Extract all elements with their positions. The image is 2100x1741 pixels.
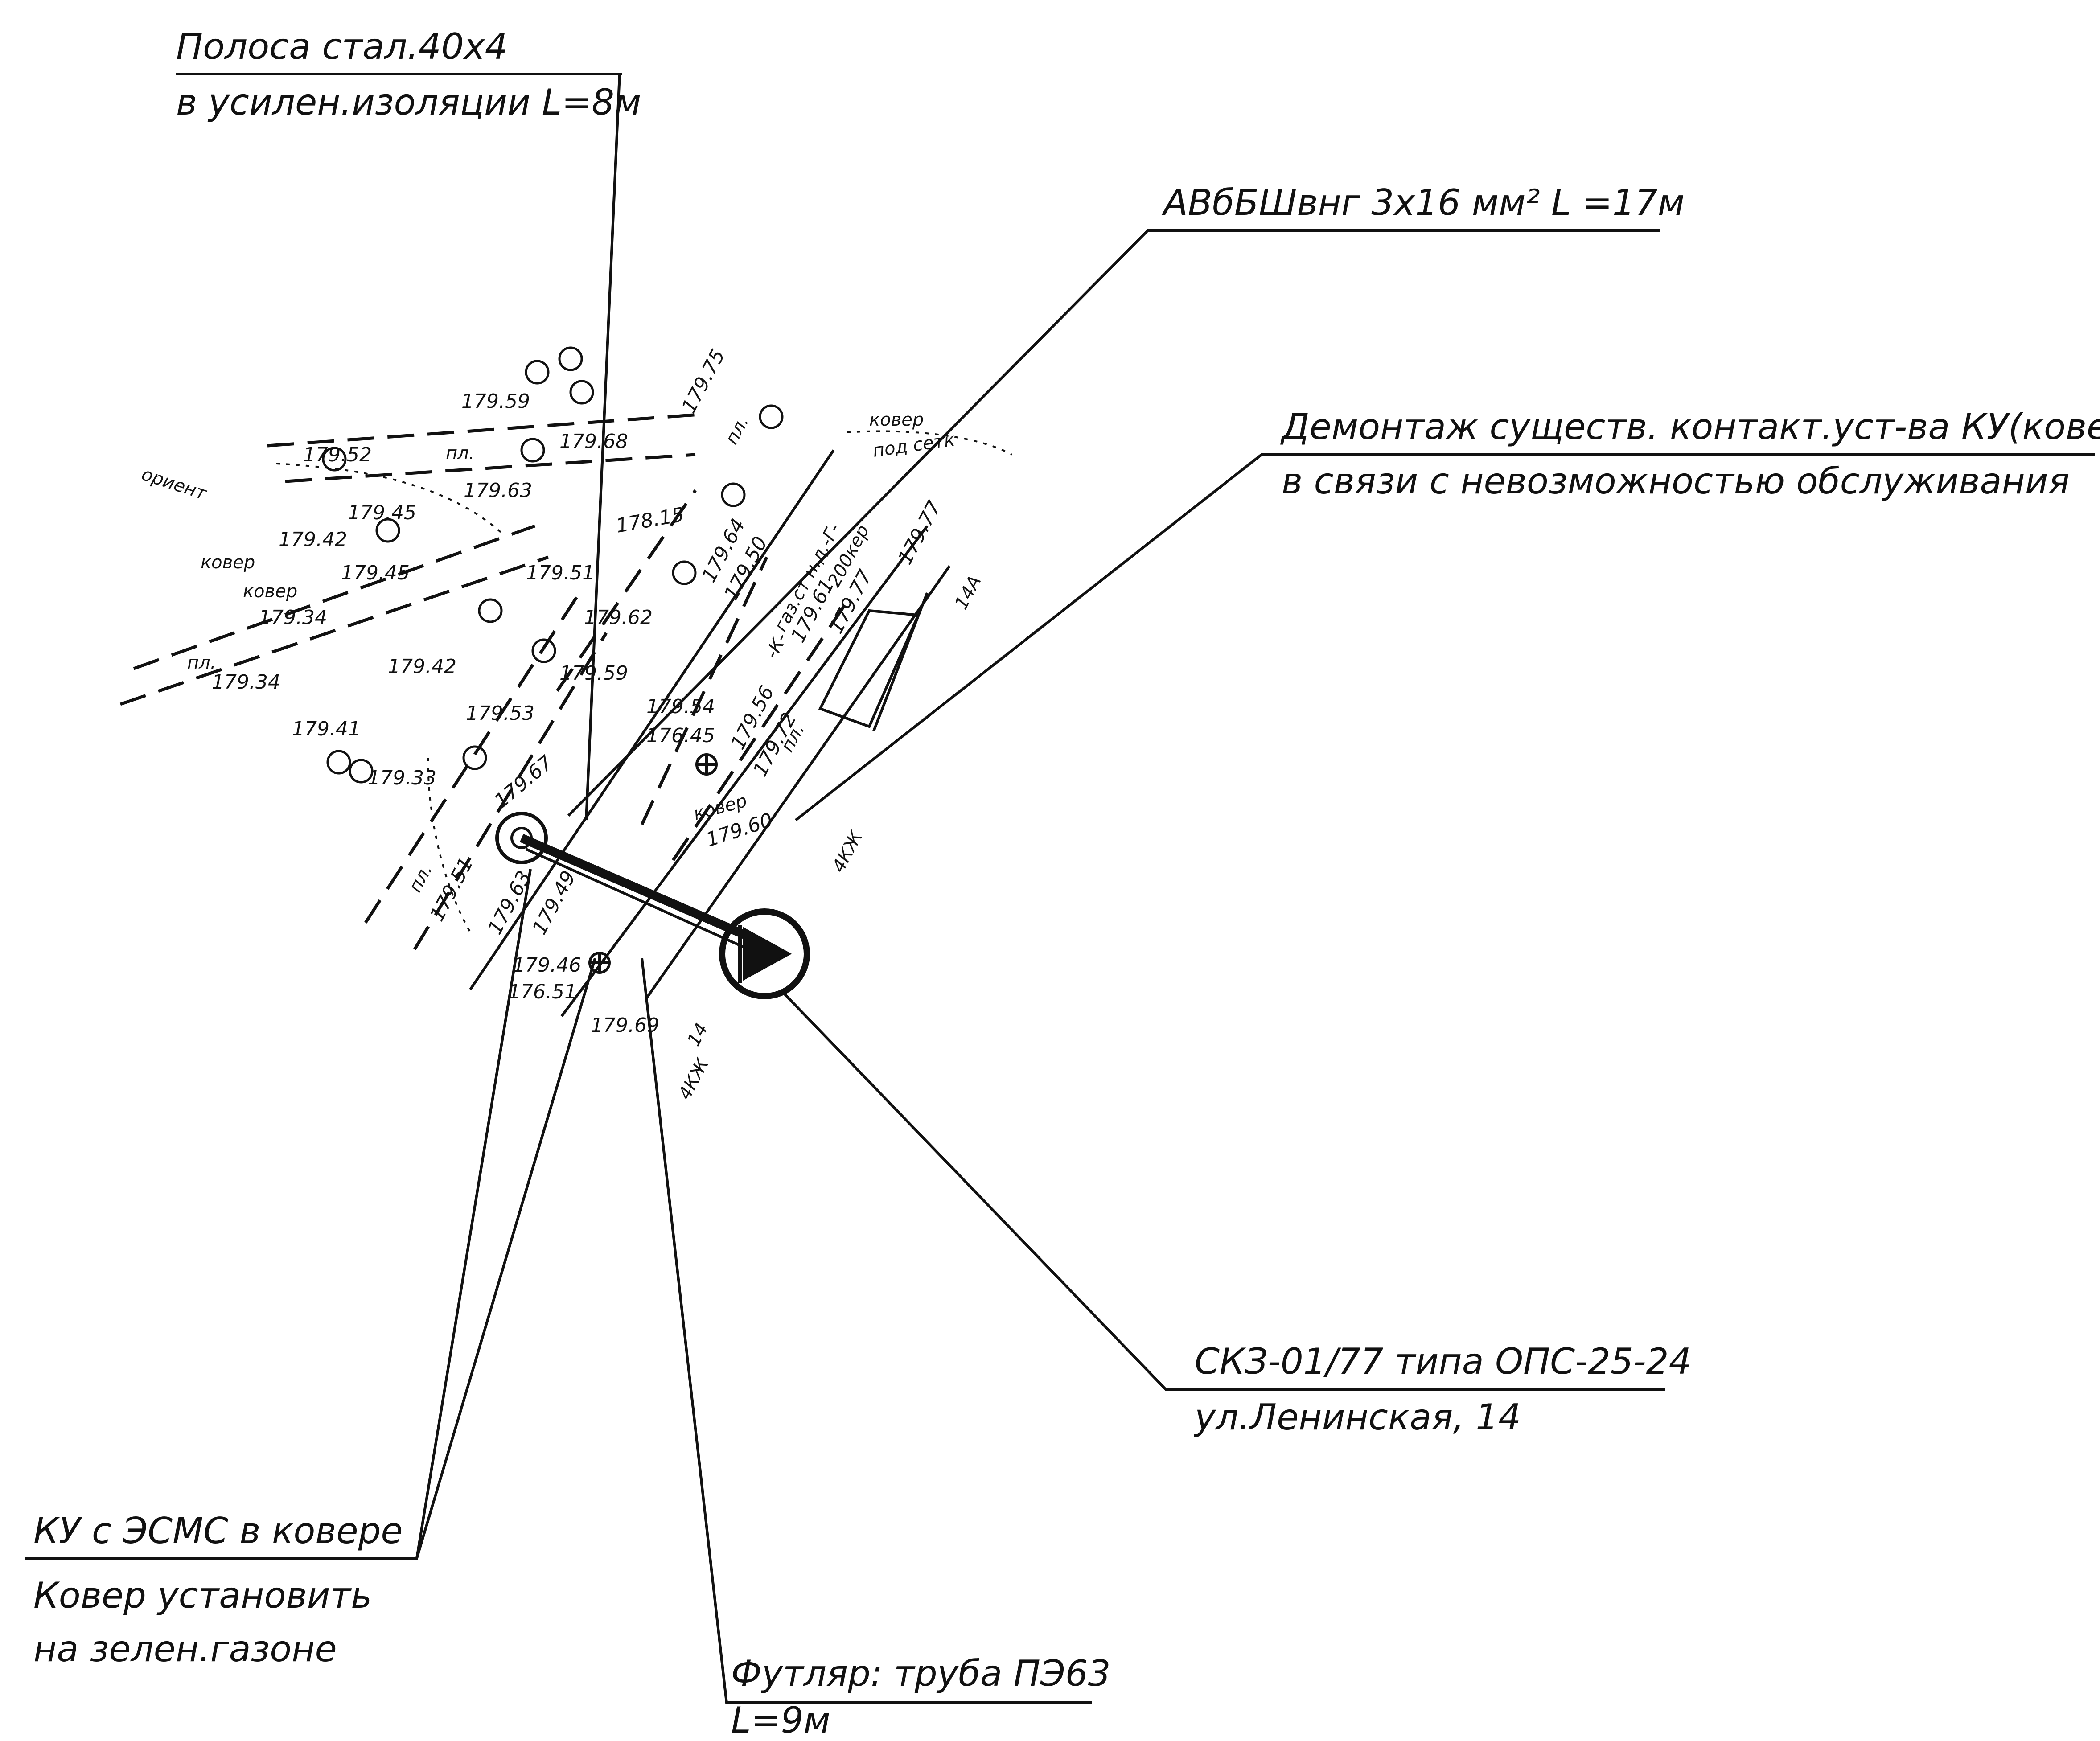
ku-annotation-line-3: на зелен.газоне (33, 1628, 337, 1670)
road-line-6 (413, 632, 608, 950)
road-line-3 (133, 524, 536, 670)
elev-27: 179.77 (894, 497, 946, 568)
tree-11 (326, 750, 351, 775)
label-pl-c: пл. (721, 413, 753, 448)
label-pl-e: пл. (405, 861, 436, 895)
utility-line-2 (560, 525, 929, 1017)
elev-14: 179.41 (292, 718, 361, 740)
label-pl-b: пл. (187, 653, 216, 673)
strip-annotation-line-2: в усилен.изоляции L=8м (176, 82, 641, 123)
elev-17: 179.75 (678, 345, 730, 417)
road-line-1 (267, 413, 700, 448)
elev-3: 179.68 (559, 430, 628, 453)
pipe-main (520, 834, 760, 945)
ku-leader-a (25, 869, 532, 1560)
elev-1: 179.59 (461, 390, 530, 413)
label-pod-setk: под сетк (871, 430, 956, 461)
elev-23: 179.54 (646, 695, 715, 718)
tree-6 (721, 482, 746, 507)
tree-13 (462, 745, 487, 770)
road-line-5 (364, 592, 581, 924)
elev-4: 179.63 (464, 479, 532, 502)
elev-29: 179.67 (490, 751, 557, 813)
station-annotation-line-2: ул.Ленинская, 14 (1195, 1396, 1521, 1438)
tree-2 (558, 346, 583, 371)
station-annotation-line-1: СКЗ-01/77 типа ОПС-25-24 (1195, 1341, 1692, 1382)
label-4kzh-b: 4КЖ (674, 1055, 713, 1103)
cable-annotation: АВбБШвнг 3х16 мм² L =17м (1163, 182, 1685, 223)
label-kover-c: ковер (869, 410, 924, 430)
boundary-3 (427, 757, 473, 937)
elev-2: 179.52 (303, 443, 372, 466)
tree-5 (759, 404, 784, 429)
elev-33: 179.46 (513, 954, 581, 977)
tree-14 (322, 447, 347, 472)
elev-5: 179.45 (348, 501, 416, 524)
elev-6: 179.42 (279, 528, 347, 551)
ku-annotation-line-1: КУ с ЭСМС в ковере (33, 1510, 403, 1552)
tree-1 (525, 360, 550, 385)
dismantle-annotation-line-2: в связи с невозможностью обслуживания (1282, 460, 2070, 502)
road-line-4 (119, 555, 549, 706)
elev-32: 179.51 (426, 854, 478, 925)
pipe-edge (525, 848, 750, 951)
ku-leader-b (415, 958, 596, 1559)
station-leader (783, 993, 1665, 1391)
label-orient: ориент (139, 464, 210, 505)
case-annotation-line-2: L=9м (731, 1700, 830, 1741)
tree-9 (478, 598, 503, 623)
elev-10: 179.51 (526, 562, 595, 584)
road-line-7 (556, 489, 697, 692)
elev-12: 179.42 (388, 655, 456, 678)
elev-11: 179.62 (584, 606, 653, 629)
elev-18: 178.15 (614, 503, 686, 538)
label-14: 14 (683, 1020, 712, 1050)
road-line-2 (285, 453, 696, 483)
elev-31: 179.49 (528, 867, 580, 938)
elev-16: 179.33 (368, 767, 436, 789)
tree-8 (375, 518, 400, 543)
station-circle (719, 908, 810, 999)
case-annotation-line-1: Футляр: труба ПЭ63 (731, 1653, 1111, 1694)
label-kover-b: ковер (243, 581, 297, 602)
label-14a: 14А (951, 572, 985, 613)
tree-4 (520, 438, 545, 463)
label-pl-a: пл. (446, 443, 474, 464)
elev-8: 179.34 (259, 606, 327, 629)
tree-3 (569, 380, 594, 405)
ku-annotation-line-2: Ковер установить (33, 1575, 372, 1616)
ku-circle-outer (495, 812, 548, 864)
road-line-8 (640, 556, 768, 825)
label-4kzh-a: 4КЖ (828, 827, 867, 876)
dismantle-annotation-line-1: Демонтаж существ. контакт.уст-ва КУ(кове… (1282, 406, 2100, 448)
tree-7 (672, 560, 697, 585)
label-kover-a: ковер (201, 552, 255, 573)
strip-annotation-line-1: Полоса стал.40х4 (176, 26, 508, 67)
elev-9: 179.34 (212, 671, 280, 694)
road-line-9 (672, 601, 848, 861)
building-outline (818, 609, 921, 728)
elev-15: 179.53 (466, 702, 534, 725)
ku-circle-inner (510, 827, 533, 849)
tree-12 (349, 759, 374, 784)
station-triangle (743, 927, 792, 981)
elev-7: 179.45 (341, 562, 410, 584)
tree-10 (531, 638, 556, 663)
utility-line-1 (469, 449, 835, 990)
elev-13: 179.59 (559, 662, 628, 685)
elev-24: 176.45 (646, 724, 715, 747)
elev-34: 176.51 (508, 981, 577, 1003)
elev-35: 179.69 (591, 1014, 659, 1037)
dismantle-leader (795, 453, 2095, 821)
